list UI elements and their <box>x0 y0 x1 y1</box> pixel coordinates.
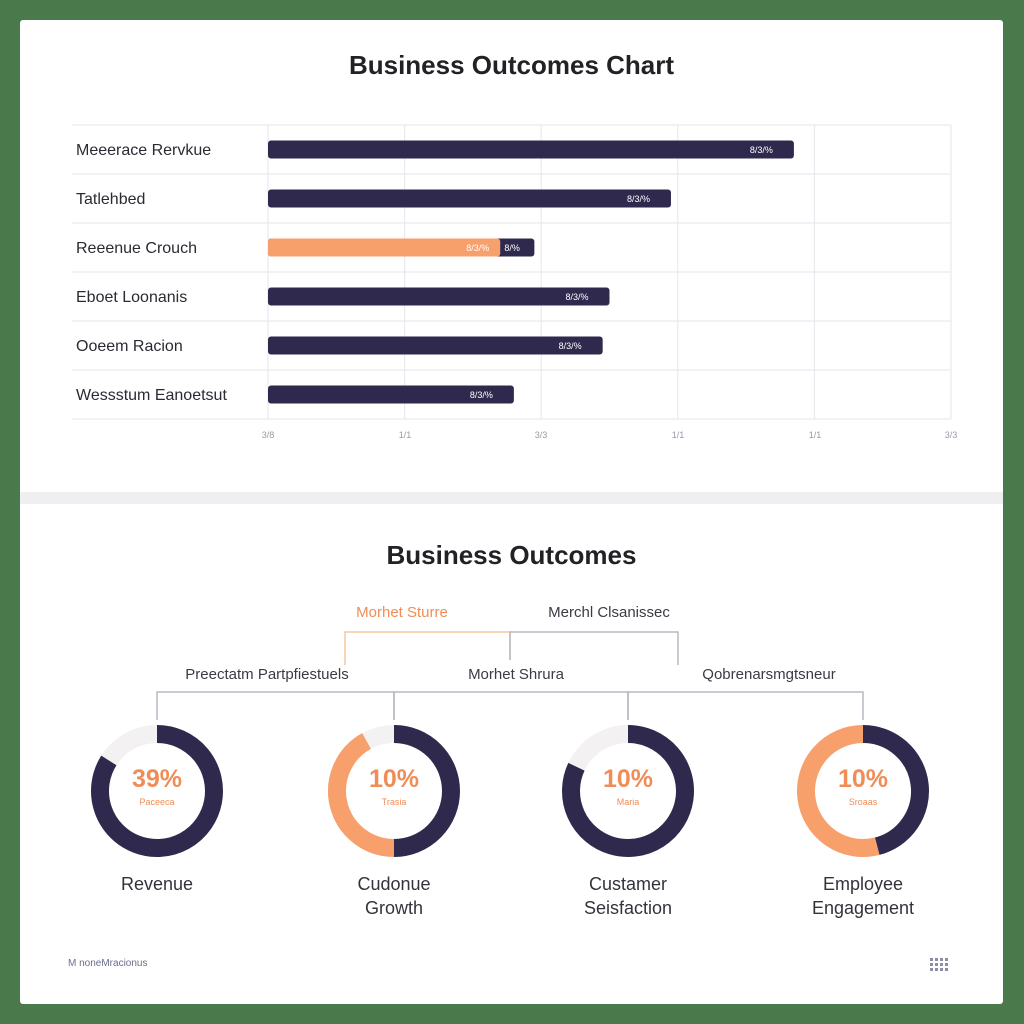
ring-name: Custamer Seisfaction <box>528 872 728 920</box>
bar-label: Meeerace Rervkue <box>76 142 212 159</box>
ring-name: Cudonue Growth <box>294 872 494 920</box>
connector-top-right <box>509 631 679 665</box>
x-tick-label: 1/1 <box>671 430 685 440</box>
x-tick-label: 1/1 <box>808 430 822 440</box>
bar-value-label: 8/3/% <box>749 144 773 155</box>
ring-percent: 10% <box>837 765 889 793</box>
footer-note: M noneMracionus <box>68 958 148 969</box>
bar <box>268 189 671 208</box>
ring-orange-arc <box>797 725 880 857</box>
bar-value-label: 8/% <box>504 242 520 253</box>
bar <box>268 140 794 159</box>
bar-value-label: 8/3/% <box>469 389 493 400</box>
connector-mid-right <box>627 691 864 720</box>
ring-name-line2: Seisfaction <box>583 898 673 918</box>
bar <box>268 336 603 355</box>
ring-dark-arc <box>393 725 460 857</box>
branch-label-top-left: Morhet Sturre <box>352 604 452 621</box>
ring-sub-label: Paceeca <box>139 797 175 807</box>
x-tick-label: 3/3 <box>534 430 548 440</box>
outcomes-title: Business Outcomes <box>386 540 637 570</box>
ring-orange-arc <box>328 733 395 857</box>
ring-name-line1: Cudonue <box>357 874 431 894</box>
ring-sub-label: Sroaas <box>848 797 878 807</box>
branch-label-top-right: Merchl Clsanissec <box>544 604 674 621</box>
bar <box>268 385 514 404</box>
grid-icon <box>930 958 948 971</box>
ring-name-line1: Employee <box>822 874 904 894</box>
bar-label: Eboet Loonanis <box>76 289 188 306</box>
ring-name-line2: Growth <box>364 898 424 918</box>
bar-label: Reeenue Crouch <box>76 240 197 257</box>
bar-value-label: 8/3/% <box>558 340 582 351</box>
ring-dark-arc <box>91 725 223 857</box>
bar-label: Wessstum Eanoetsut <box>76 387 227 404</box>
donut-rings <box>91 725 929 857</box>
report-card: Business Outcomes Chart Meeerace Rervkue… <box>20 20 1003 1004</box>
ring-name-line2: Engagement <box>811 898 915 918</box>
branch-label-mid-left: Preectatm Partpfiestuels <box>181 666 353 683</box>
ring-percent: 10% <box>602 765 654 793</box>
x-tick-label: 3/8 <box>261 430 275 440</box>
ring-name: Employee Engagement <box>763 872 963 920</box>
ring-percent: 10% <box>368 765 420 793</box>
branch-label-mid-center: Morhet Shrura <box>464 666 568 683</box>
hierarchy-connectors <box>156 631 864 720</box>
bar-value-label: 8/3/% <box>565 291 589 302</box>
bar-label: Ooeem Racion <box>76 338 183 355</box>
ring-sub-label: Trasia <box>381 797 407 807</box>
bar-value-label-highlight: 8/3/% <box>466 242 490 253</box>
ring-dark-arc <box>862 725 929 855</box>
branch-label-mid-right: Qobrenarsmgtsneur <box>698 666 840 683</box>
ring-percent: 39% <box>131 765 183 793</box>
ring-sub-label: Maria <box>616 797 640 807</box>
x-tick-label: 3/3 <box>944 430 958 440</box>
bar-value-label: 8/3/% <box>626 193 650 204</box>
x-tick-label: 1/1 <box>398 430 412 440</box>
bar <box>268 287 610 306</box>
ring-name-line1: Revenue <box>120 874 194 894</box>
ring-dark-arc <box>562 725 694 857</box>
bar-label: Tatlehbed <box>76 191 146 208</box>
section-divider <box>20 492 1003 504</box>
ring-name: Revenue <box>57 872 257 896</box>
bar-chart <box>72 124 952 420</box>
chart-title: Business Outcomes Chart <box>348 50 675 80</box>
ring-name-line1: Custamer <box>588 874 668 894</box>
bar-highlight <box>268 238 501 257</box>
